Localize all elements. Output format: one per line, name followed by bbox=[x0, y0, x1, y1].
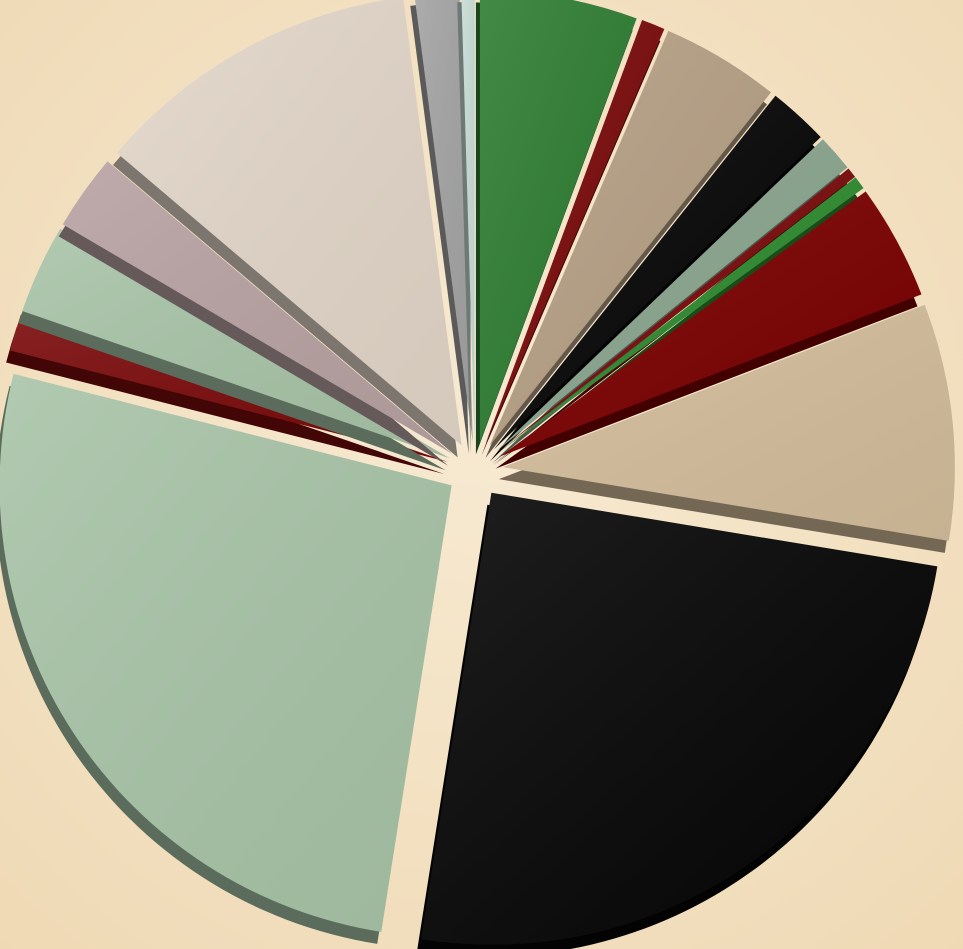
pie-slice-sheen bbox=[496, 139, 848, 452]
pie-slice-sheen bbox=[485, 20, 665, 445]
pie-slice-sheen bbox=[421, 492, 938, 945]
pie-slice bbox=[410, 0, 473, 455]
pie-slice bbox=[457, 0, 475, 455]
pie-slice bbox=[481, 20, 665, 457]
pie-slice bbox=[475, 0, 637, 455]
pie-slice-sheen bbox=[502, 304, 955, 541]
pie-slice-sheen bbox=[461, 0, 475, 443]
pie-slice bbox=[417, 492, 938, 949]
pie-slice-sheen bbox=[499, 191, 922, 457]
pie-slice-sheen bbox=[479, 0, 637, 443]
pie-slice bbox=[489, 95, 821, 462]
pie-slice bbox=[0, 373, 452, 944]
pie-slice-sheen bbox=[489, 30, 771, 446]
pie-slice-sheen bbox=[496, 168, 856, 453]
pie-slice-sheen bbox=[415, 0, 473, 443]
pie-slice-sheen bbox=[0, 373, 452, 932]
pie-slice bbox=[485, 30, 771, 458]
pie-slice bbox=[495, 191, 922, 469]
pie-slice-sheen bbox=[493, 95, 821, 450]
pie-slice-sheen bbox=[116, 0, 462, 446]
pie-slice bbox=[112, 0, 462, 458]
pie-slice bbox=[58, 161, 453, 466]
pie-slice-sheen bbox=[62, 161, 453, 454]
pie-slice bbox=[492, 139, 848, 464]
pie-slice-sheen bbox=[497, 177, 864, 454]
pie-slice bbox=[498, 304, 955, 553]
